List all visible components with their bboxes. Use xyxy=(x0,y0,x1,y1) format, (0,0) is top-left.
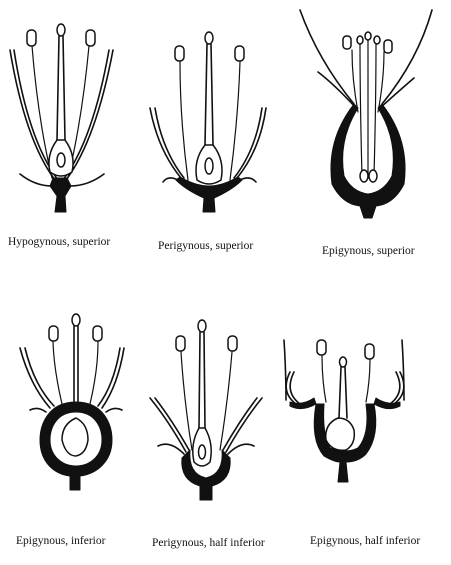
figure-epigynous-half-inferior xyxy=(283,339,405,483)
caption-epigynous-inferior: Epigynous, inferior xyxy=(16,535,106,547)
caption-perigynous-superior: Perigynous, superior xyxy=(158,240,254,252)
figure-perigynous-half-inferior xyxy=(149,319,263,501)
caption-epigynous-half-inferior: Epigynous, half inferior xyxy=(310,535,421,547)
caption-hypogynous-superior: Hypogynous, superior xyxy=(8,236,111,248)
caption-perigynous-half-inferior: Perigynous, half inferior xyxy=(152,537,265,549)
figure-hypogynous-superior xyxy=(9,23,114,213)
figure-perigynous-superior xyxy=(149,31,267,213)
figure-epigynous-inferior xyxy=(19,313,125,491)
caption-epigynous-superior: Epigynous, superior xyxy=(322,245,415,257)
figure-epigynous-superior xyxy=(299,9,433,219)
